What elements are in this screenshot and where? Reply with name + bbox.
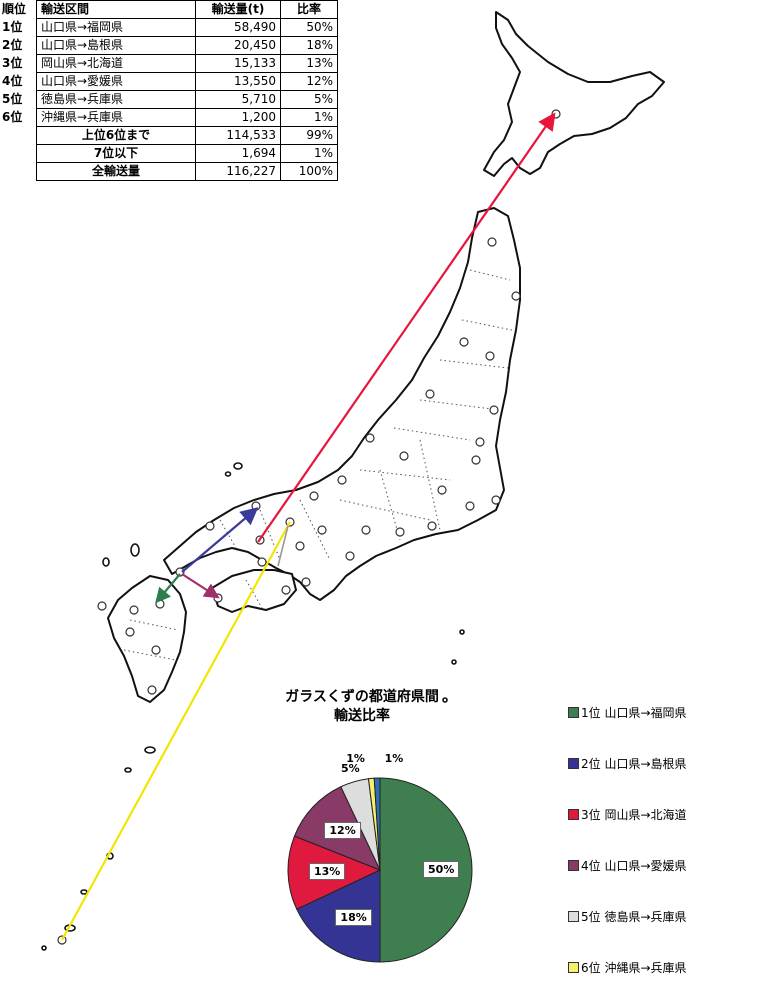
table-row: 4位 山口県→愛媛県 13,550 12% [0, 72, 338, 91]
legend-swatch [568, 911, 579, 922]
volume-cell: 1,200 [195, 108, 281, 127]
summary-volume: 114,533 [195, 126, 281, 145]
islands [41, 462, 465, 951]
rank-cell: 2位 [2, 38, 23, 52]
ratio-cell: 12% [280, 72, 338, 91]
ratio-cell: 18% [280, 36, 338, 55]
summary-volume: 116,227 [195, 162, 281, 181]
hokkaido [483, 11, 665, 177]
shikoku [211, 569, 297, 613]
legend-item: 2位 山口県→島根県 [568, 756, 687, 772]
ratio-cell: 13% [280, 54, 338, 73]
pie-slice-label-4: 12% [324, 821, 361, 839]
ratio-cell: 50% [280, 18, 338, 37]
kyushu [107, 575, 187, 703]
table-row: 6位 沖縄県→兵庫県 1,200 1% [0, 108, 338, 127]
legend-swatch [568, 860, 579, 871]
route-cell: 沖縄県→兵庫県 [36, 108, 196, 127]
pie-slice-label-2: 18% [335, 909, 372, 927]
pie-slice-label-1: 50% [423, 861, 460, 878]
route-arrow-tokushima-hyogo [277, 525, 289, 567]
legend-swatch [568, 707, 579, 718]
route-arrow-yamaguchi-fukuoka [155, 573, 181, 604]
summary-row: 上位6位まで 114,533 99% [0, 126, 338, 145]
route-cell: 山口県→愛媛県 [36, 72, 196, 91]
legend-label: 4位 山口県→愛媛県 [581, 859, 687, 873]
legend-item: 4位 山口県→愛媛県 [568, 858, 687, 874]
rank-cell: 3位 [2, 56, 23, 70]
ratio-cell: 1% [280, 108, 338, 127]
table-header-row: 順位 輸送区間 輸送量(t) 比率 [0, 0, 338, 19]
volume-cell: 20,450 [195, 36, 281, 55]
pie-slice-label-5: 5% [340, 762, 360, 776]
table-row: 2位 山口県→島根県 20,450 18% [0, 36, 338, 55]
legend-swatch [568, 809, 579, 820]
legend-item: 1位 山口県→福岡県 [568, 705, 687, 721]
table-row: 3位 岡山県→北海道 15,133 13% [0, 54, 338, 73]
route-cell: 山口県→島根県 [36, 36, 196, 55]
pie-title-line2: 輸送比率 [334, 708, 390, 724]
legend-label: 3位 岡山県→北海道 [581, 808, 687, 822]
pie-slice-label-3: 13% [308, 862, 346, 880]
route-arrows [61, 112, 556, 941]
summary-volume: 1,694 [195, 144, 281, 163]
volume-cell: 15,133 [195, 54, 281, 73]
legend-label: 2位 山口県→島根県 [581, 757, 687, 771]
volume-cell: 5,710 [195, 90, 281, 109]
pie-title: ガラスくずの都道府県間 輸送比率 [262, 688, 462, 726]
summary-ratio: 1% [280, 144, 338, 163]
summary-label: 全輸送量 [36, 162, 196, 181]
rank-cell: 1位 [2, 20, 23, 34]
legend-item: 6位 沖縄県→兵庫県 [568, 960, 687, 976]
legend-item: 3位 岡山県→北海道 [568, 807, 687, 823]
route-arrow-yamaguchi-ehime [181, 573, 220, 599]
route-cell: 徳島県→兵庫県 [36, 90, 196, 109]
legend-item: 5位 徳島県→兵庫県 [568, 909, 687, 925]
summary-ratio: 99% [280, 126, 338, 145]
header-route: 輸送区間 [36, 0, 196, 19]
volume-cell: 13,550 [195, 72, 281, 91]
prefecture-borders [123, 269, 513, 661]
summary-label: 7位以下 [36, 144, 196, 163]
route-arrow-okinawa-hyogo [61, 521, 291, 941]
legend-label: 1位 山口県→福岡県 [581, 706, 687, 720]
rank-cell: 4位 [2, 74, 23, 88]
pie-slice-label-7: 1% [384, 752, 404, 766]
summary-label: 上位6位まで [36, 126, 196, 145]
table-row: 5位 徳島県→兵庫県 5,710 5% [0, 90, 338, 109]
route-cell: 山口県→福岡県 [36, 18, 196, 37]
route-arrow-okayama-hokkaido [257, 112, 556, 543]
pie-chart [287, 777, 473, 963]
rank-cell: 5位 [2, 92, 23, 106]
pie-slice-7 [373, 777, 381, 871]
rank-cell: 6位 [2, 110, 23, 124]
ratio-cell: 5% [280, 90, 338, 109]
header-ratio: 比率 [280, 0, 338, 19]
header-rank: 順位 [0, 0, 37, 19]
pie-slice-label-6: 1% [346, 752, 365, 766]
table-row: 1位 山口県→福岡県 58,490 50% [0, 18, 338, 37]
pie-title-line1: ガラスくずの都道府県間 [285, 689, 439, 705]
legend-label: 6位 沖縄県→兵庫県 [581, 961, 687, 975]
summary-ratio: 100% [280, 162, 338, 181]
transport-ranking-table: 順位 輸送区間 輸送量(t) 比率 1位 山口県→福岡県 58,490 50% … [0, 0, 338, 181]
land-outline [107, 11, 665, 703]
route-cell: 岡山県→北海道 [36, 54, 196, 73]
legend-swatch [568, 962, 579, 973]
header-volume: 輸送量(t) [195, 0, 281, 19]
legend-label: 5位 徳島県→兵庫県 [581, 910, 687, 924]
summary-row: 7位以下 1,694 1% [0, 144, 338, 163]
summary-row: 全輸送量 116,227 100% [0, 162, 338, 181]
route-arrow-yamaguchi-shimane [181, 507, 259, 573]
volume-cell: 58,490 [195, 18, 281, 37]
legend-swatch [568, 758, 579, 769]
